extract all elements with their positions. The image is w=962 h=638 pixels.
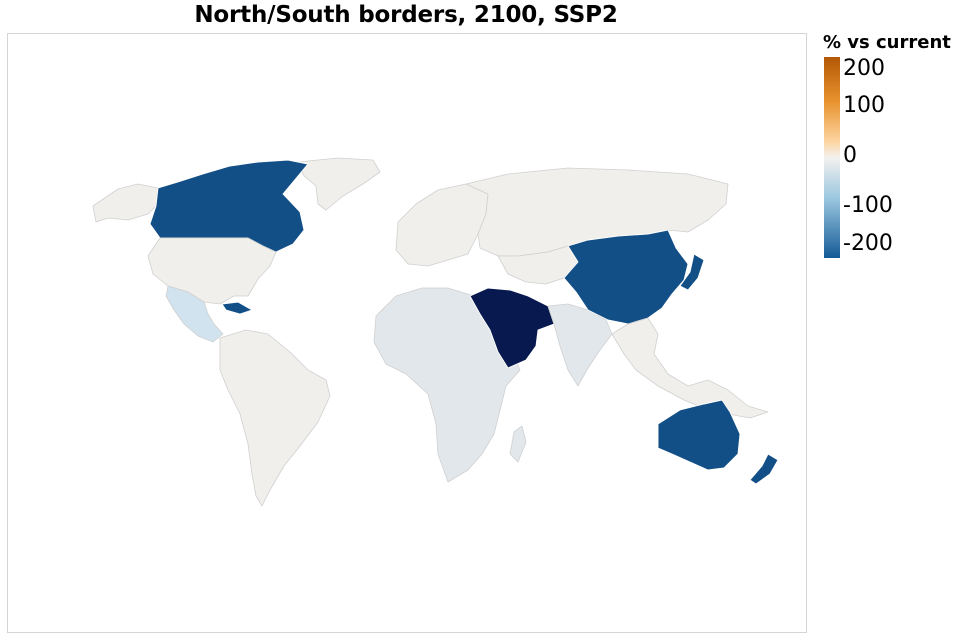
region-madagascar[interactable] xyxy=(509,425,527,463)
map-panel[interactable] xyxy=(7,33,807,633)
legend-title: % vs current xyxy=(823,32,951,53)
legend-tick-0: 0 xyxy=(843,143,857,168)
legend-tick-200: 200 xyxy=(843,56,885,81)
region-cuba[interactable] xyxy=(221,301,253,315)
legend-tick-neg200: -200 xyxy=(843,231,893,256)
region-usa[interactable] xyxy=(147,237,277,305)
region-southeast-asia[interactable] xyxy=(611,317,769,419)
region-middle-east[interactable] xyxy=(469,287,555,369)
legend-color-bar xyxy=(824,57,840,258)
region-south-asia[interactable] xyxy=(547,303,613,387)
region-japan[interactable] xyxy=(679,253,705,291)
region-east-asia[interactable] xyxy=(563,229,689,325)
region-europe[interactable] xyxy=(395,183,489,267)
world-map[interactable] xyxy=(8,34,807,633)
region-africa[interactable] xyxy=(373,287,521,483)
region-alaska[interactable] xyxy=(92,183,159,223)
region-new-zealand[interactable] xyxy=(749,453,779,485)
region-australia[interactable] xyxy=(657,399,741,471)
region-south-america[interactable] xyxy=(219,329,331,507)
legend-tick-neg100: -100 xyxy=(843,193,893,218)
region-greenland[interactable] xyxy=(297,157,381,211)
region-mexico[interactable] xyxy=(165,285,224,343)
map-title: North/South borders, 2100, SSP2 xyxy=(194,2,618,28)
legend-tick-100: 100 xyxy=(843,93,885,118)
